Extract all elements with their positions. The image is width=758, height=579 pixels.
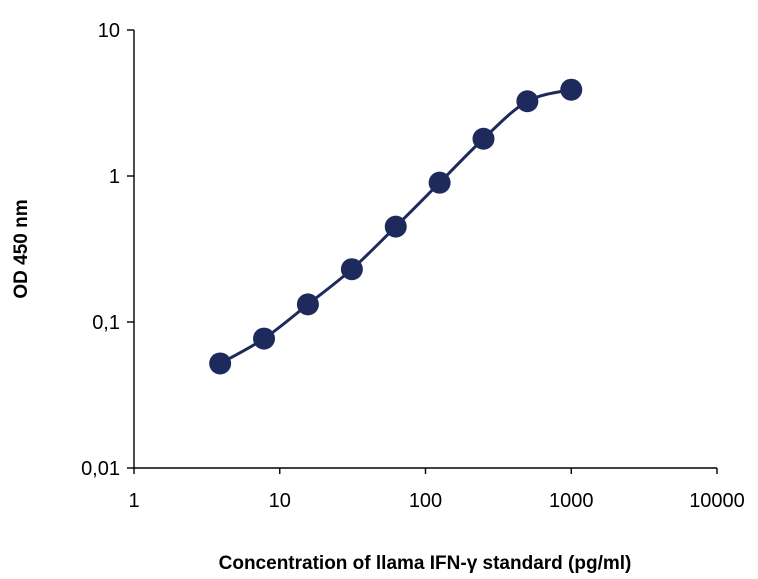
x-tick-label: 100 [409,490,442,512]
y-tick-label: 10 [98,20,120,42]
data-point [384,215,407,238]
data-point [560,78,583,101]
data-point [253,327,276,350]
data-point [472,127,495,150]
x-tick-label: 1000 [549,490,594,512]
data-point [209,352,232,375]
y-tick-label: 0,01 [81,458,120,480]
x-tick-label: 10 [269,490,291,512]
y-axis-title: OD 450 nm [11,199,32,298]
x-tick-label: 10000 [689,490,745,512]
data-point [516,90,539,113]
data-point [340,258,363,281]
axes [133,30,717,469]
y-tick-label: 1 [109,166,120,188]
x-axis-title: Concentration of llama IFN-γ standard (p… [219,553,632,574]
ticks: 1 10 100 1000 10000 0,01 0,1 1 10 [81,20,745,512]
data-point [428,171,451,194]
series-layer [209,78,583,375]
data-point [296,293,319,316]
y-tick-label: 0,1 [92,312,120,334]
x-tick-label: 1 [128,490,139,512]
